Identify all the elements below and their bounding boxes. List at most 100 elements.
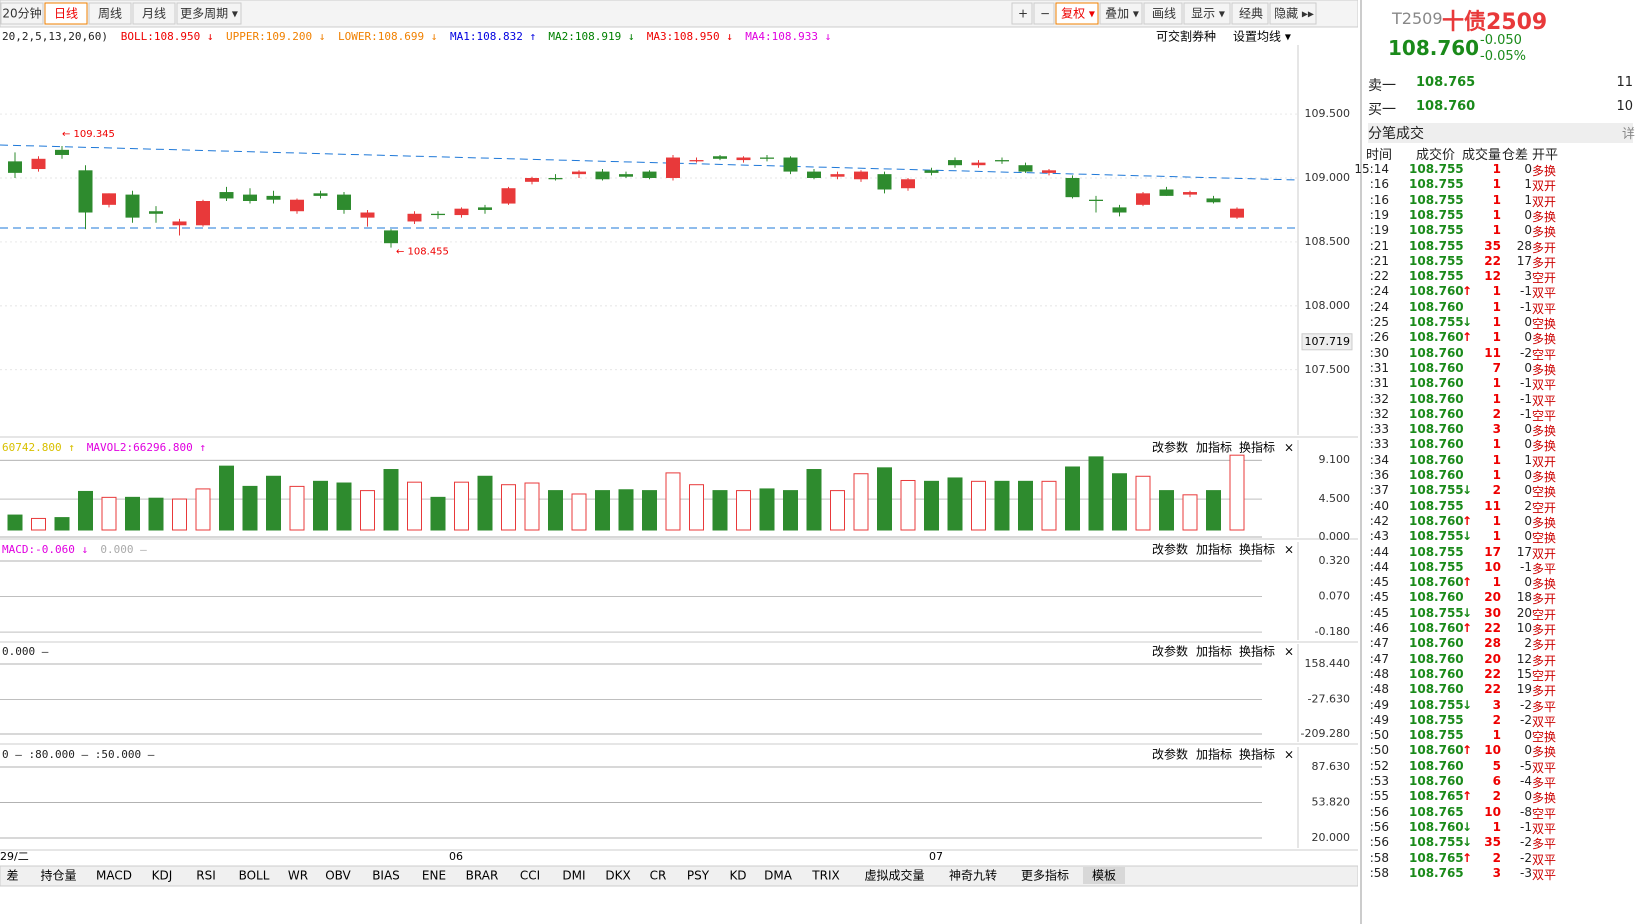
indicator-tab[interactable]: 差: [6, 869, 18, 883]
panel-button[interactable]: ×: [1284, 645, 1294, 659]
trade-type: 双平: [1532, 286, 1557, 301]
column-header: 仓差: [1502, 148, 1529, 163]
indicator-tab[interactable]: 神奇九转: [949, 868, 997, 883]
tool-button[interactable]: [1231, 2, 1269, 25]
y-tick-label: 109.500: [1305, 107, 1351, 120]
indicator-tab[interactable]: 虚拟成交量: [864, 868, 924, 883]
indicator-tab[interactable]: ENE: [422, 869, 446, 883]
trade-price: 108.760: [1409, 590, 1464, 605]
column-header: 成交价: [1416, 148, 1456, 163]
panel-button[interactable]: 换指标: [1239, 440, 1275, 455]
panel-button[interactable]: ×: [1284, 543, 1294, 557]
trade-time: :19: [1369, 223, 1389, 238]
trade-arrow: ↑: [1462, 330, 1473, 345]
trade-time: :32: [1369, 391, 1389, 406]
trade-arrow: ↓: [1462, 315, 1473, 329]
trade-volume: 5: [1492, 758, 1501, 773]
panel-button[interactable]: ×: [1284, 748, 1294, 762]
panel-button[interactable]: 加指标: [1196, 542, 1232, 557]
indicator-tab[interactable]: MACD: [96, 869, 132, 883]
main-button[interactable]: 设置均线 ▾: [1233, 30, 1291, 44]
tab-active: [1083, 867, 1125, 884]
panel-button[interactable]: 改参数: [1152, 747, 1188, 762]
indicator-tab[interactable]: 模板: [1092, 869, 1116, 883]
trade-arrow: ↑: [1462, 575, 1473, 590]
panel-button[interactable]: 改参数: [1152, 440, 1188, 455]
trade-volume: 11: [1484, 498, 1501, 513]
volume-bar: [571, 493, 587, 531]
tab-button[interactable]: [44, 2, 88, 25]
tab-button[interactable]: [176, 2, 242, 25]
trade-price: 108.760: [1409, 330, 1464, 345]
panel-button[interactable]: 换指标: [1239, 747, 1275, 762]
indicator-tab[interactable]: 持仓量: [40, 868, 76, 883]
indicator-tab[interactable]: CR: [650, 869, 667, 883]
volume-bar: [1182, 494, 1198, 531]
trade-oi: 0: [1524, 743, 1532, 758]
panel-button[interactable]: 改参数: [1152, 542, 1188, 557]
tool-button[interactable]: [1269, 2, 1317, 25]
candle-body: [689, 160, 704, 162]
indicator-tab[interactable]: KDJ: [152, 869, 173, 883]
tab-button[interactable]: [0, 2, 44, 25]
tool-label: 复权 ▾: [1061, 7, 1095, 21]
panel-button[interactable]: 改参数: [1152, 644, 1188, 659]
trade-price: 108.755: [1409, 559, 1464, 574]
panel-button[interactable]: 换指标: [1239, 644, 1275, 659]
panel-button[interactable]: 加指标: [1196, 440, 1232, 455]
indicator-tab[interactable]: CCI: [520, 869, 540, 883]
candle-body: [783, 157, 798, 172]
tool-button[interactable]: [1099, 2, 1143, 25]
trade-oi: -1: [1520, 391, 1532, 406]
trade-time: :50: [1369, 728, 1389, 743]
volume-bar: [125, 496, 140, 531]
trade-volume: 12: [1484, 269, 1501, 284]
tool-button[interactable]: [1055, 2, 1099, 25]
panel-button[interactable]: 加指标: [1196, 644, 1232, 659]
indicator-tab[interactable]: 更多指标: [1021, 868, 1069, 883]
indicator-tab[interactable]: OBV: [325, 869, 351, 883]
candle-body: [431, 213, 445, 216]
indicator-tab[interactable]: DMA: [764, 869, 793, 883]
tool-label: 画线: [1152, 7, 1176, 21]
tab-button[interactable]: [132, 2, 176, 25]
trade-price: 108.760: [1409, 743, 1464, 758]
candle-body: [525, 177, 539, 182]
trade-volume: 1: [1492, 376, 1501, 391]
trade-volume: 1: [1492, 299, 1501, 314]
trade-type: 空开: [1532, 500, 1557, 515]
indicator-tab[interactable]: DKX: [605, 869, 630, 883]
candle-body: [901, 179, 915, 189]
indicator-tab[interactable]: WR: [288, 869, 308, 883]
tool-button[interactable]: [1011, 2, 1033, 25]
indicator-tab[interactable]: RSI: [196, 869, 216, 883]
trade-oi: -5: [1520, 758, 1532, 773]
candle-body: [642, 171, 657, 178]
trade-type: 多开: [1532, 592, 1557, 607]
detail-button[interactable]: 详: [1621, 127, 1635, 142]
indicator-tab[interactable]: KD: [729, 869, 746, 883]
panel-button[interactable]: 换指标: [1239, 542, 1275, 557]
tool-button[interactable]: [1033, 2, 1055, 25]
panel-button[interactable]: 加指标: [1196, 747, 1232, 762]
trade-oi: -1: [1520, 406, 1532, 421]
tool-button[interactable]: [1143, 2, 1183, 25]
trade-oi: 19: [1516, 682, 1532, 697]
trade-price: 108.755: [1409, 605, 1464, 620]
trade-time: :53: [1369, 774, 1389, 788]
volume-bar: [501, 484, 516, 531]
candle-body: [196, 201, 210, 226]
panel-button[interactable]: ×: [1284, 441, 1294, 455]
indicator-tab[interactable]: BOLL: [239, 869, 270, 883]
indicator-tab[interactable]: TRIX: [811, 869, 839, 883]
legend-item: UPPER:109.200 ↓: [226, 30, 325, 43]
main-button[interactable]: 可交割券种: [1156, 29, 1216, 44]
indicator-tab[interactable]: BIAS: [372, 869, 400, 883]
indicator-tab[interactable]: PSY: [687, 869, 710, 883]
indicator-tab[interactable]: BRAR: [466, 869, 499, 883]
trade-volume: 1: [1492, 728, 1501, 743]
volume-bar: [148, 497, 164, 531]
tab-button[interactable]: [88, 2, 132, 25]
tool-button[interactable]: [1183, 2, 1231, 25]
indicator-tab[interactable]: DMI: [562, 869, 585, 883]
